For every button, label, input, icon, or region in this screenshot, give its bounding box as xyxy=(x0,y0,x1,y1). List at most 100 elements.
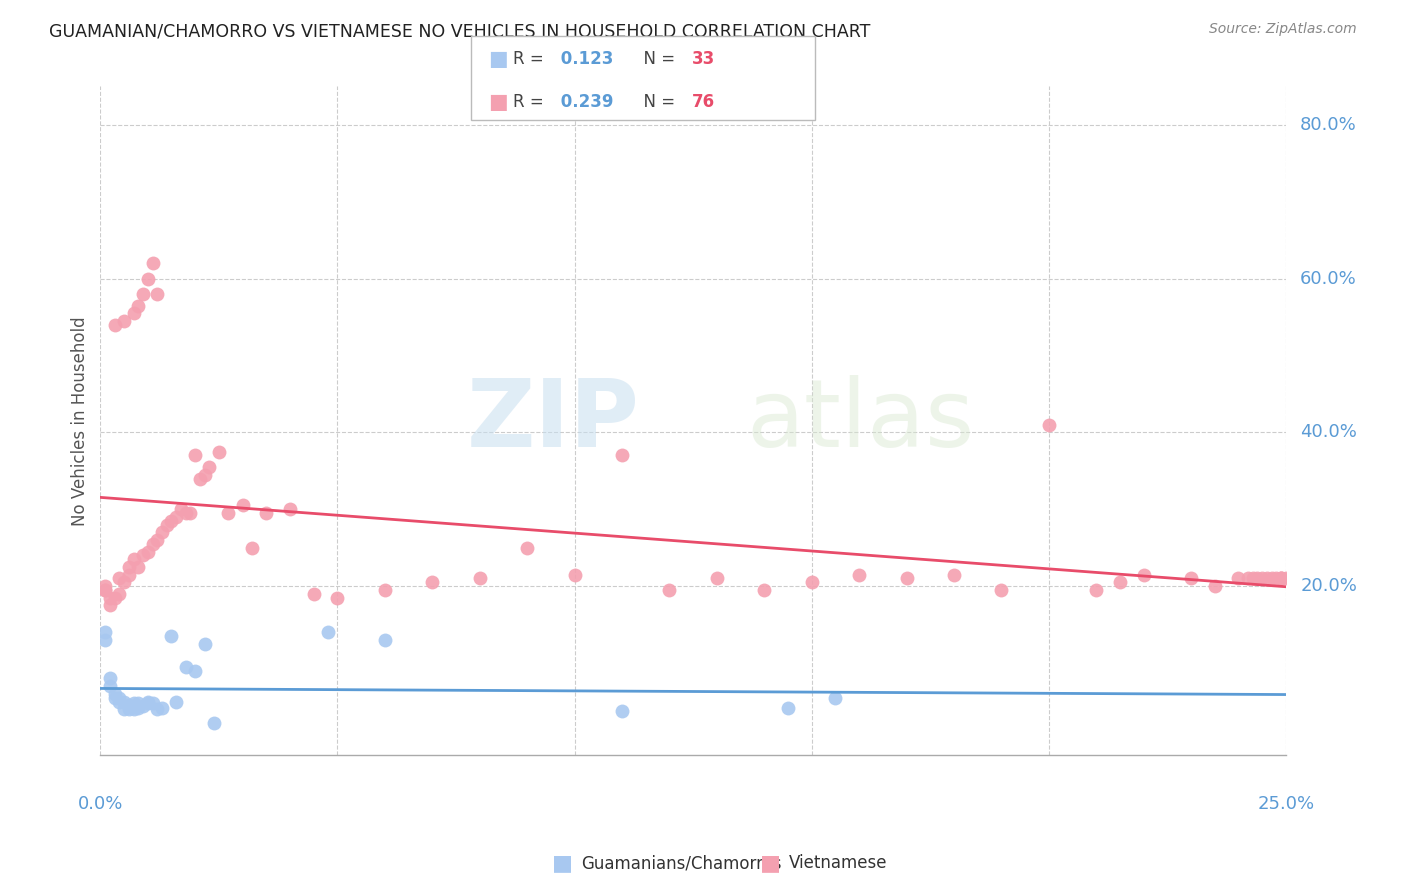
Point xyxy=(132,699,155,714)
Point xyxy=(1246,572,1268,586)
Point xyxy=(374,582,396,597)
Point xyxy=(118,698,141,713)
Point xyxy=(150,525,173,540)
Point xyxy=(108,690,131,705)
Text: N =: N = xyxy=(633,51,681,69)
Point xyxy=(1132,567,1154,582)
Point xyxy=(112,575,135,590)
Point xyxy=(468,572,491,586)
Point xyxy=(94,582,117,597)
Text: Vietnamese: Vietnamese xyxy=(789,855,887,872)
Point xyxy=(136,696,159,710)
Point xyxy=(198,460,221,475)
Point xyxy=(160,629,183,643)
Point xyxy=(202,716,225,731)
Point xyxy=(132,287,155,301)
Text: 33: 33 xyxy=(692,51,716,69)
Text: 40.0%: 40.0% xyxy=(1301,424,1357,442)
Point xyxy=(103,687,125,701)
Point xyxy=(1251,572,1274,586)
Point xyxy=(98,679,121,693)
Point xyxy=(1275,572,1298,586)
Point xyxy=(103,318,125,332)
Text: atlas: atlas xyxy=(747,375,974,467)
Point xyxy=(564,567,586,582)
Point xyxy=(165,694,187,708)
Text: 76: 76 xyxy=(692,93,714,111)
Point xyxy=(165,510,187,524)
Point xyxy=(170,502,193,516)
Point xyxy=(136,694,159,708)
Point xyxy=(122,306,145,320)
Point xyxy=(188,471,211,485)
Point xyxy=(146,287,169,301)
Point xyxy=(122,552,145,566)
Point xyxy=(122,702,145,716)
Point xyxy=(94,632,117,647)
Point xyxy=(141,696,163,710)
Point xyxy=(254,506,277,520)
Text: Guamanians/Chamorros: Guamanians/Chamorros xyxy=(581,855,782,872)
Point xyxy=(217,506,239,520)
Point xyxy=(103,690,125,705)
Point xyxy=(127,700,149,714)
Point xyxy=(1227,572,1250,586)
Point xyxy=(1270,572,1292,586)
Point xyxy=(194,467,217,482)
Point xyxy=(316,625,339,640)
Point xyxy=(1256,572,1278,586)
Point xyxy=(136,544,159,558)
Point xyxy=(127,299,149,313)
Point xyxy=(118,702,141,716)
Point xyxy=(108,587,131,601)
Point xyxy=(848,567,870,582)
Text: 0.123: 0.123 xyxy=(555,51,614,69)
Point xyxy=(516,541,538,555)
Point xyxy=(1265,572,1288,586)
Point xyxy=(179,506,201,520)
Text: GUAMANIAN/CHAMORRO VS VIETNAMESE NO VEHICLES IN HOUSEHOLD CORRELATION CHART: GUAMANIAN/CHAMORRO VS VIETNAMESE NO VEHI… xyxy=(49,22,870,40)
Point xyxy=(174,506,197,520)
Point xyxy=(184,449,207,463)
Point xyxy=(942,567,965,582)
Text: 0.0%: 0.0% xyxy=(77,796,124,814)
Point xyxy=(1038,417,1060,432)
Point xyxy=(990,582,1012,597)
Text: ■: ■ xyxy=(761,854,780,873)
Point xyxy=(98,672,121,686)
Point xyxy=(156,517,179,532)
Point xyxy=(141,537,163,551)
Point xyxy=(326,591,349,605)
Point xyxy=(824,690,846,705)
Y-axis label: No Vehicles in Household: No Vehicles in Household xyxy=(72,316,89,525)
Text: 60.0%: 60.0% xyxy=(1301,269,1357,287)
Point xyxy=(98,599,121,613)
Text: 20.0%: 20.0% xyxy=(1301,577,1357,595)
Point xyxy=(610,704,633,718)
Point xyxy=(108,572,131,586)
Point xyxy=(112,694,135,708)
Point xyxy=(232,499,254,513)
Text: Source: ZipAtlas.com: Source: ZipAtlas.com xyxy=(1209,22,1357,37)
Point xyxy=(776,700,799,714)
Point xyxy=(896,572,918,586)
Text: ■: ■ xyxy=(553,854,572,873)
Point xyxy=(754,582,776,597)
Point xyxy=(610,449,633,463)
Point xyxy=(127,696,149,710)
Point xyxy=(1270,572,1292,586)
Point xyxy=(108,694,131,708)
Point xyxy=(160,514,183,528)
Point xyxy=(136,271,159,285)
Point xyxy=(174,660,197,674)
Point xyxy=(146,533,169,547)
Point xyxy=(184,664,207,678)
Point xyxy=(302,587,325,601)
Point xyxy=(374,632,396,647)
Point xyxy=(800,575,823,590)
Point xyxy=(1237,572,1260,586)
Point xyxy=(112,314,135,328)
Point xyxy=(150,700,173,714)
Point xyxy=(1085,582,1108,597)
Point xyxy=(1241,572,1264,586)
